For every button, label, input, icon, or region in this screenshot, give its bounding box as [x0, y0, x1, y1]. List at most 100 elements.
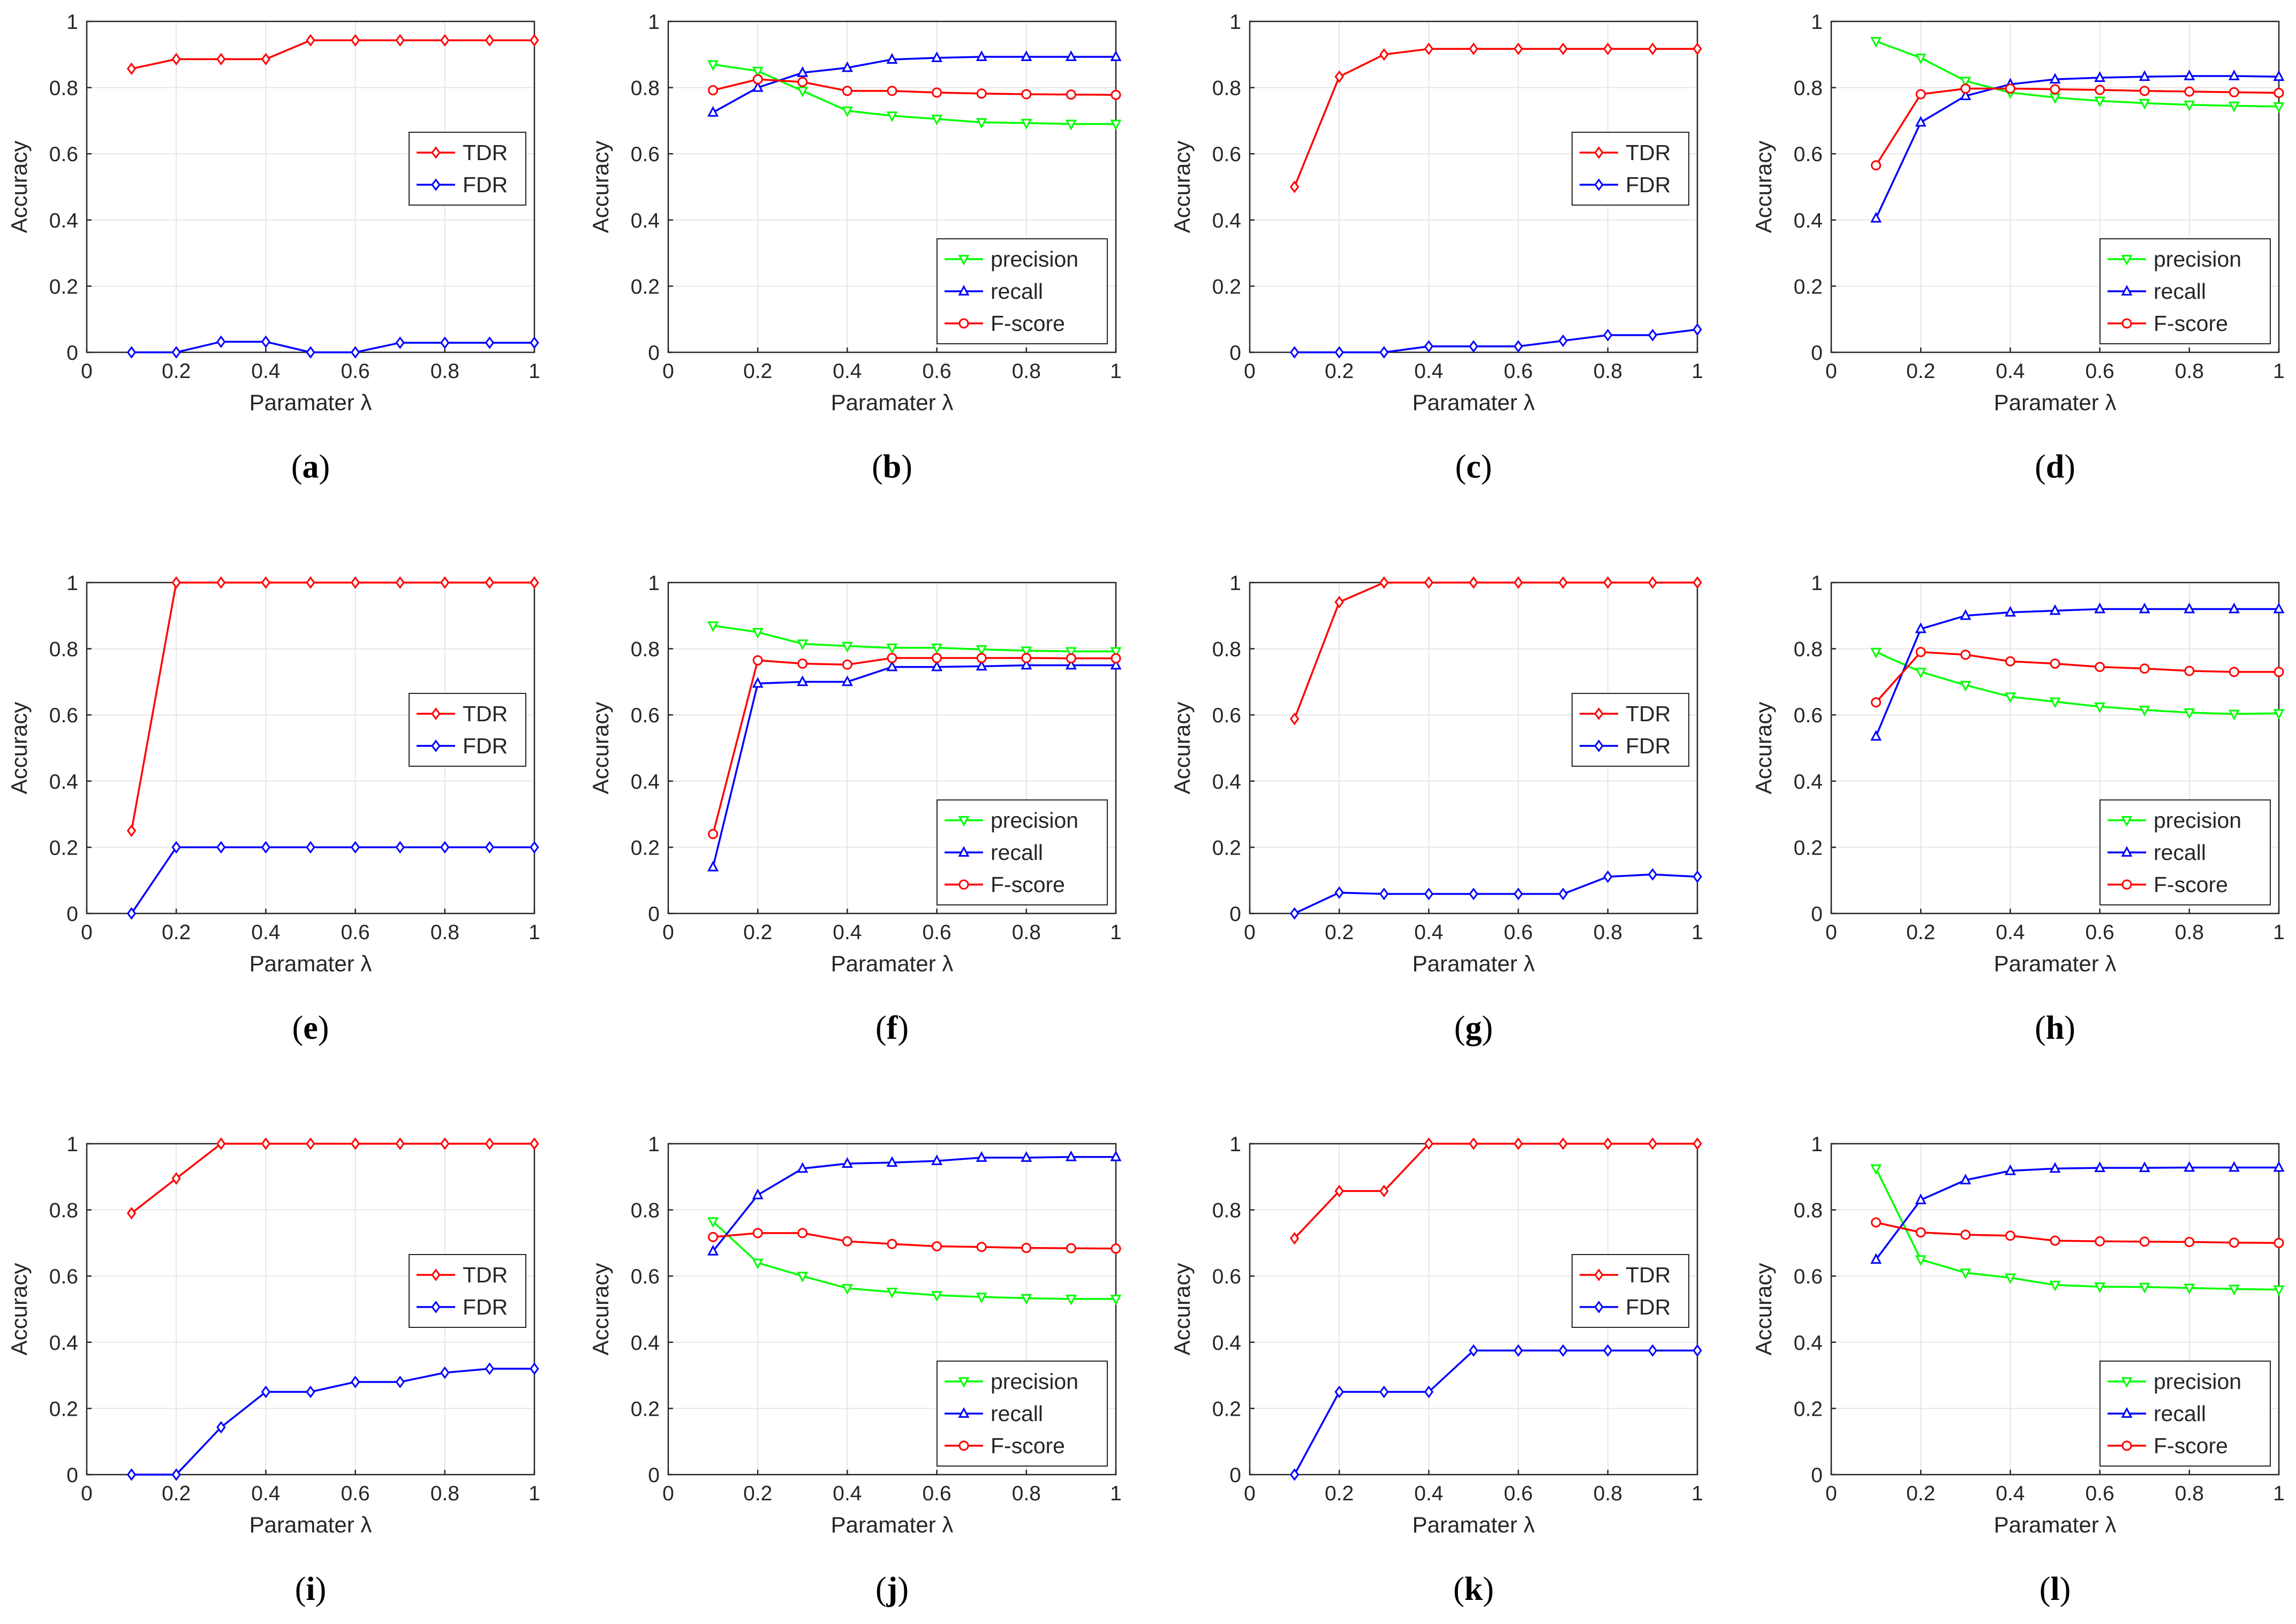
data-point-f-score [1066, 89, 1076, 100]
chart-panel-k: 0 0.2 0.4 0.6 0.8 1 0 0.2 0.4 0.6 0.8 1 Paramater λ A… [1169, 1133, 1703, 1607]
legend-swatch-marker [958, 816, 970, 827]
legend-swatch-marker [958, 284, 970, 296]
data-point-precision [2004, 1273, 2016, 1285]
legend-label-fdr: FDR [1626, 1295, 1671, 1319]
data-point-f-score [2274, 87, 2284, 98]
y-tick-label: 0.6 [1212, 704, 1241, 727]
data-point-tdr [1379, 48, 1389, 61]
x-axis-label: Paramater λ [250, 951, 372, 976]
y-tick-label: 0.2 [631, 275, 660, 298]
legend-label-tdr: TDR [463, 140, 508, 165]
y-tick-label: 0 [66, 1464, 78, 1487]
y-tick-label: 0.8 [1212, 1199, 1241, 1222]
x-tick-label: 0.2 [1325, 360, 1354, 383]
y-tick-label: 0.6 [631, 143, 660, 166]
y-tick-label: 0 [66, 903, 78, 926]
data-point-fdr [1513, 1344, 1523, 1357]
series-line-tdr [1294, 1143, 1697, 1239]
legend-swatch-marker [431, 1301, 441, 1313]
data-point-recall [707, 1244, 719, 1256]
data-point-tdr [1693, 1137, 1702, 1150]
data-point-tdr [1513, 42, 1523, 56]
data-point-recall [1110, 50, 1122, 62]
data-point-recall [752, 1188, 764, 1199]
legend-label-fdr: FDR [463, 734, 508, 758]
data-point-f-score [752, 655, 763, 666]
series-line-tdr [1293, 581, 1697, 720]
data-point-precision [2273, 709, 2285, 720]
x-tick-label: 0.2 [743, 1482, 772, 1505]
data-point-f-score [887, 1238, 897, 1249]
data-point-tdr [261, 1137, 271, 1150]
data-point-f-score [752, 1228, 763, 1238]
x-axis-label: Paramater λ [831, 1512, 954, 1537]
data-point-fdr [1289, 1468, 1300, 1481]
data-point-precision [1065, 647, 1077, 658]
data-point-tdr [261, 52, 271, 66]
data-point-fdr [126, 907, 137, 920]
legend-label-tdr: TDR [1626, 1263, 1671, 1287]
series-line-tdr [131, 1143, 534, 1214]
data-point-fdr [1424, 340, 1434, 353]
x-tick-label: 0 [662, 921, 674, 944]
x-tick-label: 0.2 [1906, 1482, 1935, 1505]
data-point-tdr [395, 1137, 405, 1150]
x-tick-label: 0.8 [1593, 921, 1622, 944]
x-tick-label: 0.6 [341, 1482, 369, 1505]
data-point-precision [2228, 709, 2240, 721]
data-point-fdr [306, 1385, 315, 1399]
data-point-fdr [1289, 346, 1300, 359]
x-tick-label: 0.8 [2175, 360, 2204, 383]
data-point-recall [886, 660, 898, 671]
x-tick-label: 0.8 [430, 921, 459, 944]
data-point-fdr [1603, 870, 1613, 883]
panel-caption: (b) [872, 449, 912, 485]
y-axis-label: Accuracy [588, 141, 613, 233]
y-tick-label: 0.2 [49, 836, 78, 859]
data-point-precision [2273, 102, 2285, 113]
data-point-fdr [1603, 1344, 1613, 1357]
data-point-fdr [440, 841, 450, 854]
y-tick-label: 1 [648, 11, 660, 34]
legend-swatch-marker [431, 178, 441, 191]
legend-swatch-marker [958, 318, 969, 329]
legend-label-f-score: F-score [991, 872, 1065, 897]
data-point-f-score [1915, 1227, 1926, 1238]
data-point-precision [797, 1272, 809, 1283]
data-point-fdr [1603, 329, 1613, 342]
panel-caption: (k) [1453, 1571, 1494, 1607]
data-point-tdr [1603, 42, 1613, 56]
y-tick-label: 0.4 [631, 209, 660, 232]
data-point-recall [2139, 1161, 2150, 1173]
data-point-tdr [126, 1207, 137, 1220]
x-tick-label: 1 [528, 1482, 540, 1505]
x-tick-label: 0.6 [2085, 1482, 2114, 1505]
data-point-precision [2139, 1282, 2150, 1294]
legend-label-precision: precision [991, 1369, 1078, 1394]
data-point-precision [1870, 37, 1882, 48]
data-point-fdr [395, 1376, 405, 1388]
data-point-fdr [485, 336, 495, 349]
data-point-precision [2184, 100, 2195, 111]
data-point-f-score [1021, 89, 1032, 100]
legend-label-tdr: TDR [463, 1263, 508, 1287]
x-tick-label: 1 [2273, 1482, 2285, 1505]
data-point-precision [1870, 1164, 1882, 1175]
x-tick-label: 0.4 [833, 360, 862, 383]
data-point-f-score [708, 1232, 719, 1242]
series-line-precision [1875, 40, 2279, 108]
data-point-f-score [2229, 87, 2239, 97]
x-tick-label: 0 [1825, 921, 1837, 944]
data-point-recall [797, 675, 809, 686]
legend-swatch-marker [1594, 707, 1604, 720]
y-tick-label: 0.4 [631, 1332, 660, 1355]
x-tick-label: 1 [2273, 360, 2285, 383]
x-tick-label: 0 [1825, 1482, 1837, 1505]
legend-label-precision: precision [991, 247, 1078, 271]
x-tick-label: 0.4 [1996, 921, 2025, 944]
data-point-precision [2228, 101, 2240, 112]
y-axis-label: Accuracy [6, 702, 32, 795]
y-tick-label: 0.6 [1794, 704, 1823, 727]
data-point-fdr [1289, 907, 1300, 920]
